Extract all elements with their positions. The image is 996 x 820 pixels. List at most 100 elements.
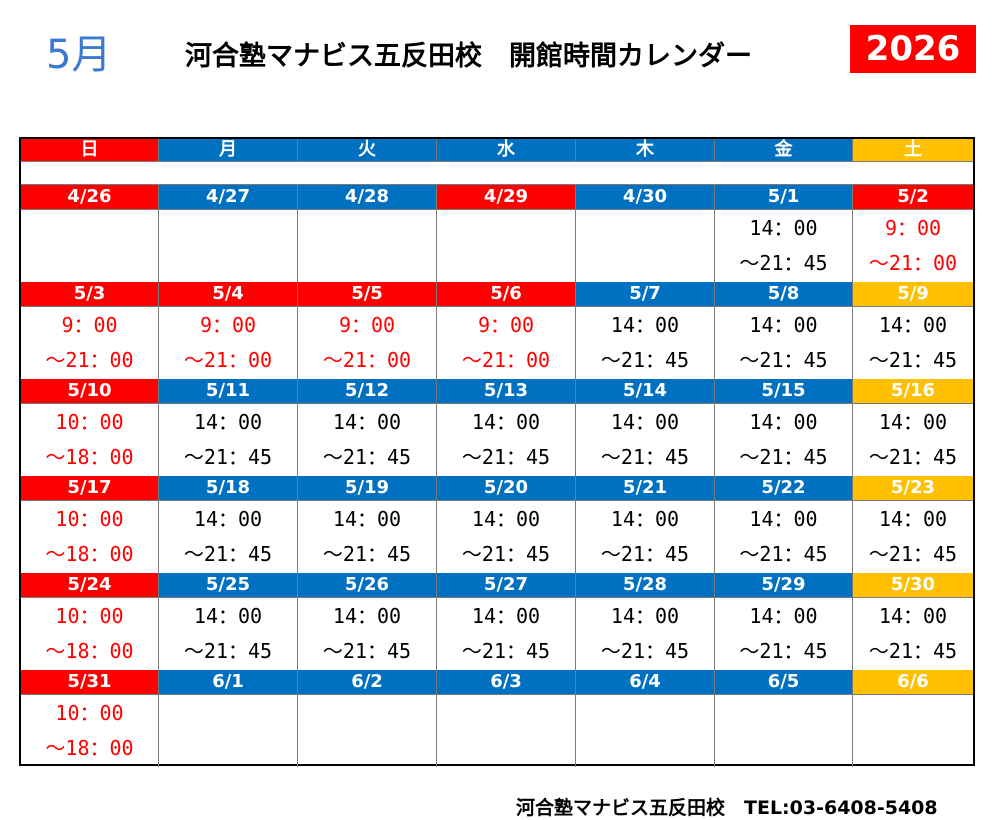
close-time: ～21：45 [739, 445, 828, 469]
date-cell: 5/25 [159, 573, 298, 597]
close-time [159, 731, 297, 766]
time-row: 10：00 ～18：00 14：00 ～21：45 14：00 ～21：45 14：00 ～2… [21, 501, 973, 574]
hours-cell: 14：00 ～21：45 [715, 404, 853, 476]
open-time: 10：00 [55, 604, 124, 628]
calendar-grid: 日 月 火 水 木 金 土 4/26 4/27 4/28 4/29 4/30 5/1 5/2… [19, 137, 975, 767]
page-title: 河合塾マナビス五反田校 開館時間カレンダー [185, 41, 752, 72]
date-cell: 5/4 [159, 282, 298, 306]
open-time [576, 696, 714, 731]
weekday-mon: 月 [159, 139, 298, 161]
open-time [437, 696, 575, 731]
close-time: ～21：45 [461, 542, 551, 566]
open-time: 10：00 [55, 701, 124, 725]
close-time: ～21：45 [868, 348, 958, 372]
time-row: 10：00 ～18：00 14：00 ～21：45 14：00 ～21：45 14：00 ～2… [21, 598, 973, 671]
hours-cell: 14：00 ～21：45 [576, 404, 715, 476]
date-row: 5/24 5/25 5/26 5/27 5/28 5/29 5/30 [21, 573, 973, 598]
open-time: 9：00 [61, 313, 118, 337]
weekday-sat: 土 [853, 139, 973, 161]
close-time [437, 246, 575, 281]
open-time: 10：00 [55, 507, 124, 531]
time-row: 10：00 ～18：00 14：00 ～21：45 14：00 ～21：45 14：00 ～2… [21, 404, 973, 477]
open-time: 14：00 [193, 507, 263, 531]
hours-cell: 14：00 ～21：45 [159, 404, 298, 476]
hours-cell: 10：00 ～18：00 [21, 404, 159, 476]
close-time: ～21：45 [183, 639, 273, 663]
hours-cell [437, 695, 576, 767]
hours-cell: 9：00 ～21：00 [298, 307, 437, 379]
open-time: 14：00 [749, 313, 818, 337]
open-time [21, 211, 158, 246]
open-time [853, 696, 973, 731]
close-time [576, 246, 714, 281]
date-cell: 5/29 [715, 573, 853, 597]
close-time [437, 731, 575, 766]
spacer-row [21, 162, 973, 185]
open-time: 14：00 [471, 410, 541, 434]
hours-cell: 14：00 ～21：45 [715, 210, 853, 282]
date-cell: 5/16 [853, 379, 973, 403]
date-cell: 5/23 [853, 476, 973, 500]
hours-cell [576, 210, 715, 282]
hours-cell: 14：00 ～21：45 [853, 501, 973, 573]
close-time: ～21：45 [322, 445, 412, 469]
hours-cell: 14：00 ～21：45 [576, 598, 715, 670]
close-time: ～21：45 [868, 445, 958, 469]
close-time: ～21：00 [322, 348, 412, 372]
hours-cell: 14：00 ～21：45 [437, 404, 576, 476]
close-time: ～18：00 [45, 445, 134, 469]
open-time: 14：00 [471, 604, 541, 628]
footer-contact: 河合塾マナビス五反田校 TEL:03-6408-5408 [516, 797, 938, 819]
open-time: 9：00 [884, 216, 942, 240]
hours-cell [298, 210, 437, 282]
hours-cell: 9：00 ～21：00 [853, 210, 973, 282]
hours-cell [437, 210, 576, 282]
hours-cell: 9：00 ～21：00 [159, 307, 298, 379]
hours-cell: 14：00 ～21：45 [576, 307, 715, 379]
date-cell: 6/2 [298, 670, 437, 694]
open-time: 14：00 [749, 507, 818, 531]
close-time: ～21：45 [461, 445, 551, 469]
close-time: ～18：00 [45, 542, 134, 566]
open-time: 14：00 [610, 507, 680, 531]
open-time: 14：00 [878, 604, 948, 628]
close-time: ～21：45 [739, 251, 828, 275]
close-time: ～21：00 [461, 348, 551, 372]
hours-cell: 14：00 ～21：45 [715, 307, 853, 379]
open-time: 10：00 [55, 410, 124, 434]
date-cell: 5/21 [576, 476, 715, 500]
hours-cell: 14：00 ～21：45 [159, 501, 298, 573]
close-time: ～21：45 [600, 542, 690, 566]
hours-cell: 14：00 ～21：45 [437, 501, 576, 573]
hours-cell [298, 695, 437, 767]
close-time: ～21：00 [868, 251, 958, 275]
time-row: 9：00 ～21：00 9：00 ～21：00 9：00 ～21：00 9：00 ～21：00… [21, 307, 973, 380]
hours-cell: 9：00 ～21：00 [21, 307, 159, 379]
date-cell: 5/27 [437, 573, 576, 597]
open-time [298, 211, 436, 246]
date-cell: 5/7 [576, 282, 715, 306]
date-cell: 6/6 [853, 670, 973, 694]
open-time [576, 211, 714, 246]
weekday-sun: 日 [21, 139, 159, 161]
time-row: 10：00 ～18：00 [21, 695, 973, 767]
hours-cell: 14：00 ～21：45 [853, 598, 973, 670]
close-time: ～18：00 [45, 736, 134, 760]
hours-cell: 10：00 ～18：00 [21, 501, 159, 573]
date-cell: 5/15 [715, 379, 853, 403]
time-row: 14：00 ～21：45 9：00 ～21：00 [21, 210, 973, 283]
hours-cell: 9：00 ～21：00 [437, 307, 576, 379]
close-time: ～21：45 [322, 542, 412, 566]
open-time: 14：00 [878, 313, 948, 337]
date-cell: 5/26 [298, 573, 437, 597]
date-cell: 5/2 [853, 185, 973, 209]
date-cell: 4/29 [437, 185, 576, 209]
hours-cell: 14：00 ～21：45 [715, 501, 853, 573]
hours-cell [715, 695, 853, 767]
close-time [715, 731, 852, 766]
date-cell: 6/1 [159, 670, 298, 694]
date-row: 5/10 5/11 5/12 5/13 5/14 5/15 5/16 [21, 379, 973, 404]
close-time: ～21：45 [600, 348, 690, 372]
hours-cell [576, 695, 715, 767]
open-time: 9：00 [477, 313, 535, 337]
